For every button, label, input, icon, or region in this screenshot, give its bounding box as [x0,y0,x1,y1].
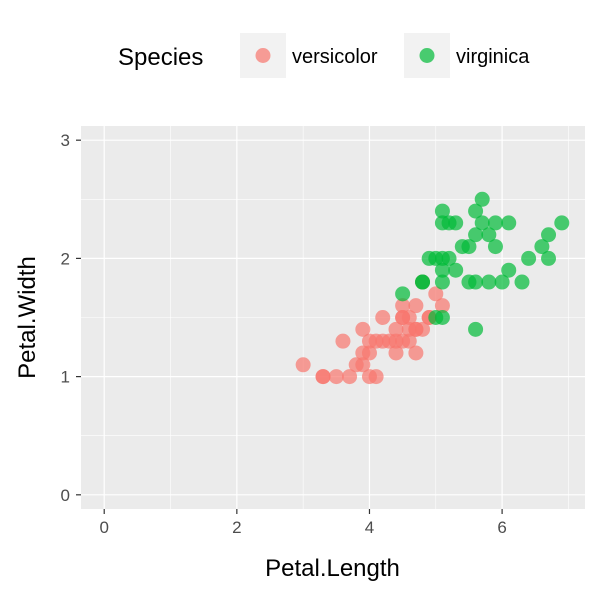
y-tick-label: 0 [61,486,70,505]
y-axis-title: Petal.Width [14,256,41,379]
gridlines [81,126,585,509]
legend-label-versicolor: versicolor [292,46,378,68]
data-point-virginica [468,274,484,290]
data-point-virginica [434,310,450,325]
data-point-versicolor [408,345,424,361]
x-tick-label: 2 [232,518,241,537]
y-tick-label: 2 [61,249,70,268]
data-point-virginica [415,274,431,290]
data-point-virginica [461,239,477,255]
data-point-versicolor [428,286,444,302]
legend-title: Species [118,44,203,71]
data-point-virginica [434,262,450,278]
data-point-virginica [468,203,484,219]
data-point-versicolor [342,369,358,385]
data-point-versicolor [434,298,450,314]
data-point-versicolor [335,333,351,349]
data-point-virginica [514,274,530,290]
data-point-virginica [541,227,557,243]
legend-label-virginica: virginica [456,46,530,68]
data-point-versicolor [415,321,431,337]
data-point-virginica [448,215,464,231]
axes: 0 2 4 6 0 1 2 3 [61,131,507,537]
data-points [295,191,570,385]
data-point-virginica [541,250,557,266]
data-point-virginica [434,203,450,219]
data-point-virginica [534,239,550,255]
data-point-virginica [395,286,411,302]
data-point-virginica [487,215,503,231]
data-point-versicolor [355,321,371,337]
data-point-virginica [468,227,484,243]
data-point-virginica [448,262,464,278]
data-point-virginica [441,250,457,266]
x-axis-title: Petal.Length [265,555,400,582]
data-point-versicolor [375,310,391,325]
x-tick-label: 6 [497,518,506,537]
data-point-versicolor [395,298,411,314]
data-point-virginica [474,191,490,207]
data-point-versicolor [328,369,344,385]
data-point-virginica [487,239,503,255]
data-point-virginica [554,215,570,231]
data-point-versicolor [401,310,417,325]
y-tick-label: 1 [61,368,70,387]
data-point-virginica [481,227,497,243]
data-point-versicolor [295,357,311,373]
data-point-versicolor [355,357,371,373]
data-point-virginica [521,250,537,266]
y-tick-label: 3 [61,131,70,150]
data-point-versicolor [388,321,404,337]
x-tick-label: 4 [365,518,374,537]
x-tick-label: 0 [99,518,108,537]
data-point-versicolor [361,345,377,361]
legend: Species versicolor virginica [118,33,530,78]
data-point-virginica [501,262,517,278]
legend-symbol-versicolor [255,48,271,63]
data-point-virginica [501,215,517,231]
data-point-virginica [468,321,484,337]
data-point-virginica [481,274,497,290]
data-point-virginica [434,274,450,290]
data-point-versicolor [388,345,404,361]
data-point-versicolor [368,369,384,385]
data-point-versicolor [408,298,424,314]
legend-symbol-virginica [419,48,435,63]
data-point-virginica [494,274,510,290]
data-point-virginica [474,215,490,231]
data-point-versicolor [401,333,417,349]
data-point-versicolor [315,369,331,385]
